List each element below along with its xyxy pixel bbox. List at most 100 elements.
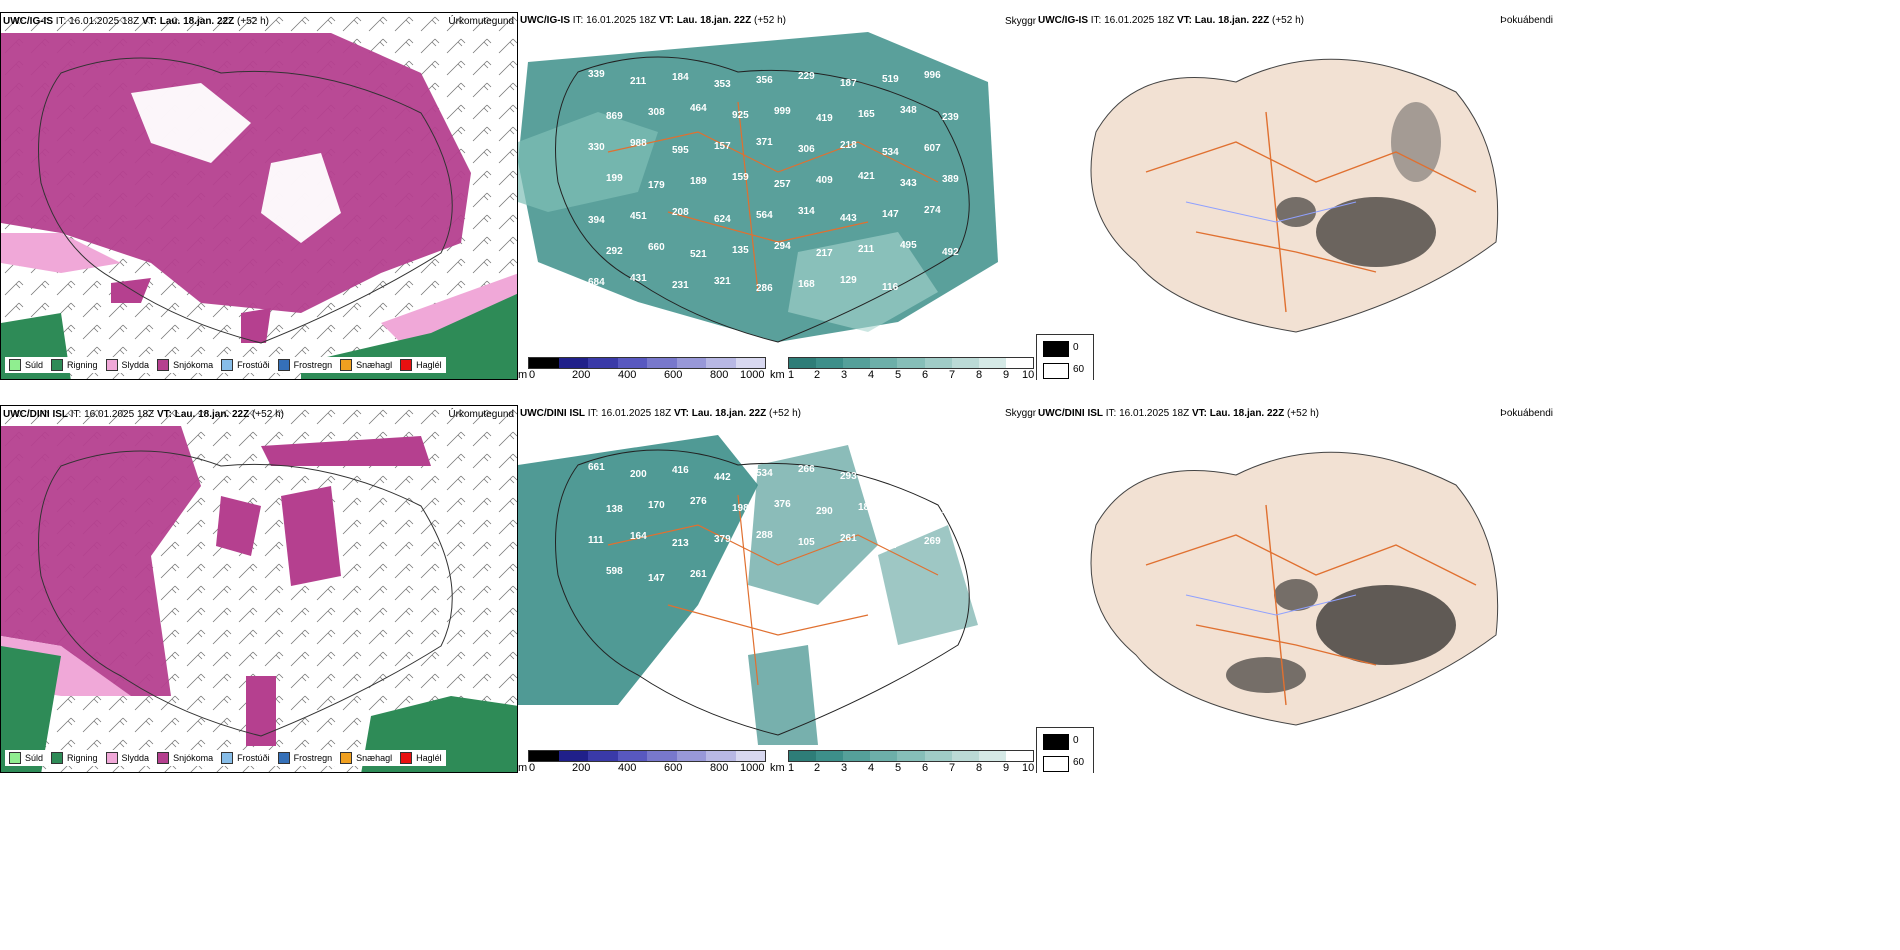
legend-item: Haglél: [400, 752, 442, 764]
cloud-panel-2: UWC/DINI ISL IT: 16.01.2025 18Z VT: Lau.…: [518, 405, 1036, 773]
value-label: 286: [756, 283, 773, 294]
value-label: 269: [924, 536, 941, 547]
value-label: 389: [942, 174, 959, 185]
value-label: 292: [606, 246, 623, 257]
legend-item: Frostregn: [277, 752, 332, 764]
value-label: 925: [732, 110, 749, 121]
value-label: 624: [714, 214, 731, 225]
value-label: 268: [942, 505, 959, 516]
legend-item: Rigning: [51, 359, 98, 371]
value-label: 218: [840, 140, 857, 151]
value-label: 343: [900, 178, 917, 189]
header-2b: UWC/DINI ISL IT: 16.01.2025 18Z VT: Lau.…: [520, 408, 801, 419]
value-label: 170: [648, 500, 665, 511]
value-labels-2: 661 200 416 442 534 266 293 855 180 138 170 276 198 3…: [588, 462, 959, 584]
legend-item: Súld: [9, 752, 43, 764]
value-label: 211: [630, 76, 647, 87]
value-label: 147: [882, 209, 899, 220]
value-label: 105: [798, 537, 815, 548]
value-label: 274: [924, 205, 941, 216]
value-label: 314: [798, 206, 815, 217]
cloud-map-2: 661 200 416 442 534 266 293 855 180 138 170 276 198 3…: [518, 435, 978, 745]
legend-item: Rigning: [51, 752, 98, 764]
value-label: 200: [630, 469, 647, 480]
value-label: 559: [900, 498, 917, 509]
value-label: 684: [588, 277, 605, 288]
value-label: 443: [840, 213, 857, 224]
value-label: 308: [648, 107, 665, 118]
value-label: 189: [690, 176, 707, 187]
legend-item: Frostúði: [221, 752, 270, 764]
value-label: 421: [858, 171, 875, 182]
cloud-title-1: Skyggni: [1005, 16, 1041, 27]
value-label: 348: [900, 105, 917, 116]
legend-item: Frostúði: [221, 359, 270, 371]
header-2a: UWC/DINI ISL IT: 16.01.2025 18Z VT: Lau.…: [3, 409, 284, 420]
cloud-title-2: Skyggni: [1005, 408, 1041, 419]
value-label: 409: [816, 175, 833, 186]
value-label: 306: [798, 144, 815, 155]
value-label: 996: [924, 70, 941, 81]
value-label: 165: [858, 109, 875, 120]
value-label: 111: [588, 535, 604, 546]
legend-item: Snjókoma: [157, 752, 213, 764]
value-label: 276: [690, 496, 707, 507]
value-label: 464: [690, 103, 707, 114]
value-label: 135: [732, 245, 749, 256]
value-label: 607: [924, 143, 941, 154]
value-label: 371: [756, 137, 773, 148]
precip-legend-1: Súld Rigning Slydda Snjókoma Frostúði Fr…: [5, 357, 446, 373]
value-label: 855: [882, 467, 899, 478]
value-label: 661: [588, 462, 605, 473]
value-label: 416: [672, 465, 689, 476]
legend-item: Slydda: [105, 359, 149, 371]
value-label: 988: [630, 138, 647, 149]
value-label: 129: [840, 275, 857, 286]
value-label: 138: [606, 504, 623, 515]
value-label: 521: [690, 249, 707, 260]
value-label: 199: [606, 173, 623, 184]
value-label: 288: [756, 530, 773, 541]
value-label: 261: [840, 533, 857, 544]
value-label: 180: [924, 463, 941, 474]
panel-title-fog-1: Þokuábendi: [1500, 15, 1553, 26]
value-label: 442: [714, 472, 731, 483]
fog-map-2: [1090, 451, 1499, 726]
value-label: 353: [714, 79, 731, 90]
header-2c: UWC/DINI ISL IT: 16.01.2025 18Z VT: Lau.…: [1038, 408, 1319, 419]
fog-panel-2: UWC/DINI ISL IT: 16.01.2025 18Z VT: Lau.…: [1036, 405, 1556, 773]
value-label: 431: [630, 273, 647, 284]
value-label: 495: [900, 240, 917, 251]
value-label: 179: [648, 180, 665, 191]
value-label: 239: [942, 112, 959, 123]
value-label: 294: [774, 241, 791, 252]
precip-type-panel-2: UWC/DINI ISL IT: 16.01.2025 18Z VT: Lau.…: [0, 405, 518, 773]
legend-item: Frostregn: [277, 359, 332, 371]
value-label: 261: [690, 569, 707, 580]
header-1b: UWC/IG-IS IT: 16.01.2025 18Z VT: Lau. 18…: [520, 15, 786, 26]
value-label: 376: [774, 499, 791, 510]
value-label: 257: [774, 179, 791, 190]
legend-item: Snæhagl: [340, 359, 392, 371]
value-label: 293: [840, 471, 857, 482]
value-label: 534: [756, 468, 773, 479]
value-label: 321: [714, 276, 731, 287]
panel-title-fog-2: Þokuábendi: [1500, 408, 1553, 419]
value-labels-1: 339 211 184 353 356 229 187 519 996 869 308 464 925 9…: [588, 69, 959, 294]
value-label: 213: [672, 538, 689, 549]
legend-item: Súld: [9, 359, 43, 371]
value-label: 266: [798, 464, 815, 475]
value-label: 168: [798, 279, 815, 290]
value-label: 229: [798, 71, 815, 82]
value-label: 330: [588, 142, 605, 153]
value-label: 217: [816, 248, 833, 259]
value-label: 419: [816, 113, 833, 124]
value-label: 451: [630, 211, 647, 222]
value-label: 379: [714, 534, 731, 545]
fog-legend-1: 0 60: [1036, 334, 1094, 380]
value-label: 211: [858, 244, 875, 255]
value-label: 598: [606, 566, 623, 577]
value-label: 356: [756, 75, 773, 86]
value-label: 437: [882, 540, 899, 551]
value-label: 182: [858, 502, 875, 513]
